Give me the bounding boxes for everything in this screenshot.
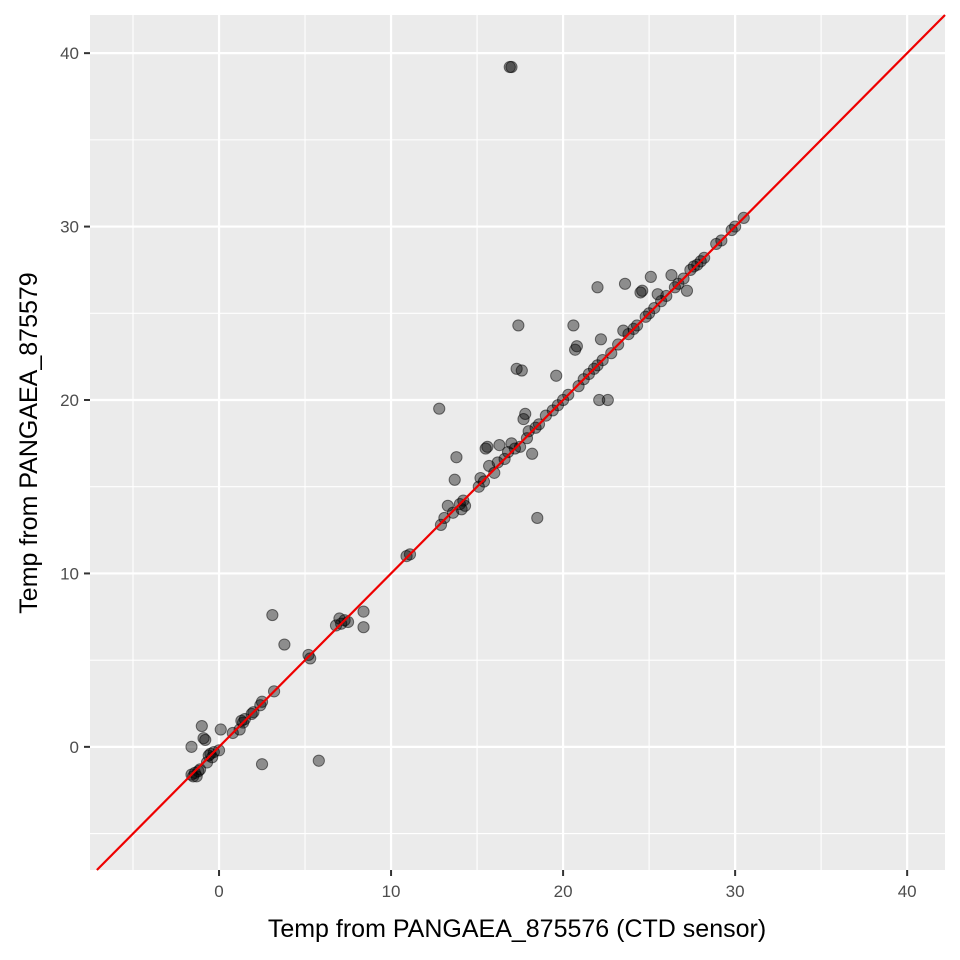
data-point [357,621,370,634]
y-tick-label: 0 [70,738,79,757]
data-point [522,425,535,438]
x-tick-label: 40 [898,882,917,901]
data-point [266,608,279,622]
data-point [312,754,325,767]
data-point [212,744,226,757]
data-point [550,369,563,382]
data-point [512,319,525,332]
data-point [644,270,657,283]
data-point [593,393,606,407]
data-point [357,605,370,618]
data-point [680,284,694,297]
data-point [591,281,604,294]
data-point [481,440,494,453]
data-point [515,364,528,377]
data-point [634,286,647,299]
data-point [199,733,212,747]
data-point [601,393,614,407]
data-point [636,284,649,297]
y-tick-label: 10 [60,564,79,583]
data-point [519,407,532,420]
data-point [195,719,208,733]
data-point [570,340,583,353]
data-point [531,511,544,525]
x-tick-label: 20 [554,882,573,901]
data-point [448,473,461,486]
data-point [567,319,580,332]
data-point [192,765,205,778]
data-point [513,440,527,453]
data-point [433,402,446,415]
data-point [605,347,618,360]
identity-line [96,14,946,871]
data-point [214,723,227,736]
data-point [493,439,506,452]
data-point [491,456,504,469]
data-point [479,442,492,455]
data-point [278,638,291,651]
data-point [255,695,269,708]
data-point [520,432,534,445]
y-tick-label: 40 [60,44,79,63]
data-point [618,277,632,290]
data-point [434,518,448,531]
data-point [505,60,518,74]
y-tick-label: 20 [60,391,79,410]
data-point [450,451,463,464]
data-point [477,475,491,488]
data-point [185,740,198,753]
x-axis-title: Temp from PANGAEA_875576 (CTD sensor) [268,915,766,943]
data-point [665,269,678,282]
x-tick-label: 0 [214,882,223,901]
data-point [255,758,269,771]
data-point [304,652,317,665]
data-point [526,447,539,460]
data-point [197,732,210,745]
x-tick-label: 10 [382,882,401,901]
x-tick-label: 30 [726,882,745,901]
data-point [594,333,608,346]
y-axis-title: Temp from PANGAEA_875579 [15,272,43,613]
y-tick-label: 30 [60,218,79,237]
